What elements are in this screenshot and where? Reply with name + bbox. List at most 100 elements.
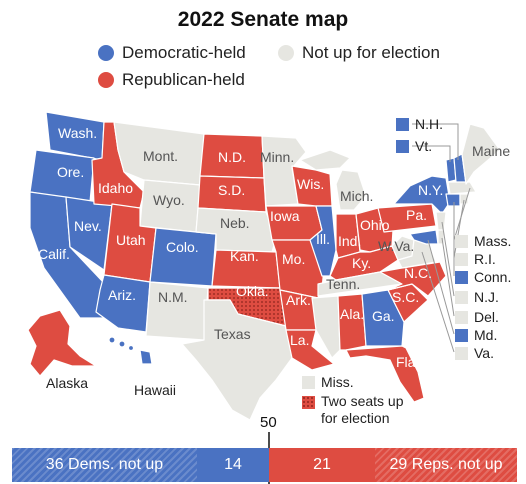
ne-label-md: Md. (474, 327, 498, 343)
nj-swatch-icon (455, 290, 468, 304)
state-tx (181, 299, 293, 421)
label-al: Ala. (340, 306, 365, 322)
miss-swatch-icon (302, 375, 315, 389)
legend-miss-label: Miss. (321, 374, 354, 390)
ne-label-vt: Vt. (415, 138, 433, 154)
label-nv: Nev. (74, 218, 102, 234)
label-ga: Ga. (372, 308, 395, 324)
ma-swatch-icon (455, 234, 468, 248)
label-me: Maine (472, 143, 511, 159)
bar-dem-up: 14 (197, 448, 269, 482)
ri-swatch-icon (455, 252, 468, 266)
page-title: 2022 Senate map (177, 8, 349, 31)
ne-item-ct: Conn. (455, 269, 511, 285)
bar-dem-not-up-label: 36 Dems. not up (45, 456, 164, 473)
ne-item-ma: Mass. (455, 233, 511, 249)
connector-nj (441, 221, 455, 297)
state-md (409, 229, 439, 245)
label-id: Idaho (98, 180, 134, 196)
label-tn: Tenn. (326, 276, 361, 292)
bar-dem-not-up: 36 Dems. not up (12, 448, 197, 482)
ne-item-vt: Vt. (396, 138, 432, 154)
ne-label-ma: Mass. (474, 233, 512, 249)
label-ne: Neb. (220, 215, 250, 231)
va-swatch-icon (455, 346, 468, 360)
ct-swatch-icon (455, 270, 468, 284)
label-in: Ind. (338, 233, 362, 249)
majority-label: 50 (260, 414, 277, 431)
label-mn: Minn. (260, 149, 295, 165)
ne-label-nj: N.J. (474, 289, 499, 305)
label-wy: Wyo. (153, 192, 185, 208)
ne-item-va: Va. (455, 345, 494, 361)
label-or: Ore. (57, 164, 85, 180)
not-up-swatch-icon (278, 45, 294, 61)
legend-dem-label: Democratic-held (122, 43, 246, 62)
ne-label-va: Va. (474, 345, 494, 361)
legend-not-up: Not up for election (278, 43, 440, 63)
label-ks: Kan. (230, 248, 259, 264)
label-hi: Hawaii (134, 382, 177, 398)
legend-miss: Miss. (302, 374, 354, 390)
legend-rep: Republican-held (98, 70, 245, 90)
ne-label-ri: R.I. (474, 251, 496, 267)
label-il: Ill. (316, 231, 330, 247)
state-mi-upper (299, 149, 351, 171)
dem-swatch-icon (98, 45, 114, 61)
label-tx: Texas (214, 326, 251, 342)
connector-nh (412, 123, 459, 160)
state-mi (335, 169, 367, 211)
label-mo: Mo. (282, 251, 306, 267)
state-az (95, 274, 151, 333)
ne-item-nj: N.J. (455, 289, 499, 305)
state-ak (27, 309, 97, 377)
md-swatch-icon (455, 328, 468, 342)
label-wv: W.Va. (378, 238, 415, 254)
label-sc: S.C. (392, 289, 420, 305)
connector-del (441, 237, 455, 317)
label-ky: Ky. (352, 255, 372, 271)
state-ms (311, 295, 341, 359)
label-az: Ariz. (108, 287, 136, 303)
bar-dem-up-label: 14 (224, 456, 242, 473)
ne-item-nh: N.H. (396, 116, 443, 132)
nh-swatch-icon (396, 117, 409, 131)
label-nm: N.M. (158, 289, 188, 305)
connector-vt (412, 145, 451, 162)
vt-swatch-icon (396, 139, 409, 153)
state-ma (447, 181, 477, 195)
connector-md (427, 239, 455, 335)
legend-not-up-label: Not up for election (302, 43, 440, 62)
ne-item-de: Del. (455, 309, 499, 325)
label-nc: N.C. (404, 265, 432, 281)
ne-label-ct: Conn. (474, 269, 512, 285)
label-ok: Okla. (236, 283, 269, 299)
ne-label-nh: N.H. (415, 116, 443, 132)
label-ny: N.Y. (418, 182, 444, 198)
connector-va (421, 251, 455, 353)
label-ia: Iowa (270, 208, 300, 224)
label-wa: Wash. (58, 125, 98, 141)
label-ca: Calif. (38, 246, 70, 262)
label-nd: N.D. (218, 149, 246, 165)
state-fl (345, 345, 425, 403)
state-pa (377, 203, 437, 233)
label-fl: Fla. (396, 354, 420, 370)
ne-item-ri: R.I. (455, 251, 496, 267)
two-seats-swatch-icon (302, 396, 315, 409)
bar-rep-up-label: 21 (313, 456, 331, 473)
state-hi (108, 336, 153, 365)
state-me (461, 123, 501, 185)
label-mi: Mich. (340, 188, 374, 204)
ne-item-md: Md. (455, 327, 497, 343)
bar-rep-not-up: 29 Reps. not up (375, 448, 517, 482)
label-ak: Alaska (46, 375, 89, 391)
label-oh: Ohio (360, 217, 390, 233)
label-ar: Ark. (286, 292, 311, 308)
label-sd: S.D. (218, 182, 246, 198)
label-la: La. (290, 332, 310, 348)
state-co (149, 227, 217, 287)
ne-label-de: Del. (474, 309, 499, 325)
